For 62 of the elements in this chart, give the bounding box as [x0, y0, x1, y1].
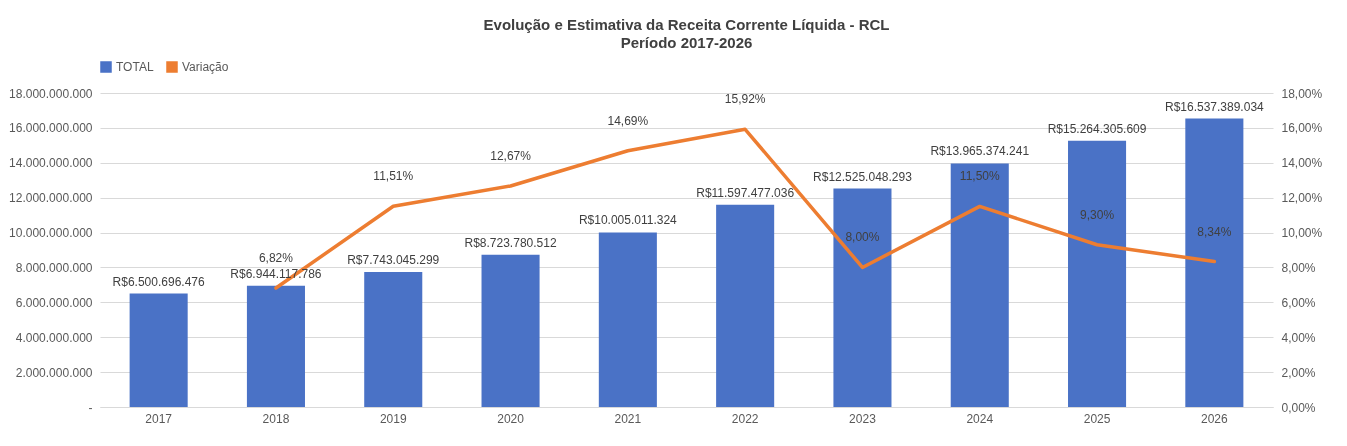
y-tick-label: 16.000.000.000 — [9, 121, 93, 136]
bar — [246, 285, 305, 407]
bar — [1068, 140, 1127, 407]
x-tick-label: 2026 — [1201, 411, 1229, 426]
y2-tick-label: 0,00% — [1281, 400, 1316, 415]
y-tick-label: 18.000.000.000 — [9, 86, 93, 101]
data-label: R$16.537.389.034 — [1164, 99, 1265, 114]
bar — [1185, 118, 1244, 407]
data-label: R$8.723.780.512 — [464, 235, 557, 250]
x-tick-label: 2019 — [379, 411, 407, 426]
data-label: 11,51% — [373, 169, 414, 184]
y-tick-label: 2.000.000.000 — [15, 365, 93, 380]
data-label: R$13.965.374.241 — [930, 144, 1030, 159]
bar — [833, 188, 892, 407]
data-label: 9,30% — [1080, 207, 1115, 222]
bar — [129, 293, 188, 407]
chart-subtitle: Período 2017-2026 — [620, 34, 753, 51]
y2-tick-label: 12,00% — [1281, 191, 1323, 206]
x-tick-label: 2025 — [1083, 411, 1111, 426]
bar — [716, 204, 775, 407]
bar — [598, 232, 657, 407]
x-tick-label: 2018 — [262, 411, 290, 426]
y2-tick-label: 4,00% — [1281, 330, 1316, 345]
y-tick-label: 14.000.000.000 — [9, 156, 93, 171]
y2-tick-label: 2,00% — [1281, 365, 1316, 380]
data-label: R$10.005.011.324 — [578, 213, 678, 228]
legend-label: Variação — [182, 60, 229, 74]
data-label: R$12.525.048.293 — [813, 169, 913, 184]
chart-title: Evolução e Estimativa da Receita Corrente Líquida - RCL — [483, 16, 890, 33]
y-tick-label: - — [88, 400, 93, 415]
data-label: 11,50% — [959, 169, 1000, 184]
bar — [364, 271, 423, 407]
x-tick-label: 2023 — [849, 411, 877, 426]
y-tick-label: 6.000.000.000 — [15, 295, 93, 310]
data-label: 12,67% — [490, 148, 532, 163]
data-label: 6,82% — [258, 251, 294, 266]
data-label: R$15.264.305.609 — [1047, 121, 1147, 136]
data-label: 8,34% — [1197, 224, 1232, 239]
data-label: R$6.500.696.476 — [112, 274, 206, 289]
data-label: 14,69% — [607, 113, 649, 128]
x-tick-label: 2021 — [614, 411, 642, 426]
y2-tick-label: 8,00% — [1281, 260, 1316, 275]
data-label: R$7.743.045.299 — [347, 252, 440, 267]
data-label: 15,92% — [724, 92, 766, 107]
y2-tick-label: 14,00% — [1281, 156, 1323, 171]
y2-tick-label: 16,00% — [1281, 121, 1323, 136]
y-tick-label: 10.000.000.000 — [9, 226, 93, 241]
y2-tick-label: 6,00% — [1281, 295, 1316, 310]
legend-label: TOTAL — [116, 60, 154, 74]
y2-tick-label: 18,00% — [1281, 86, 1323, 101]
data-label: 8,00% — [845, 230, 880, 245]
y-tick-label: 8.000.000.000 — [15, 260, 93, 275]
x-tick-label: 2017 — [145, 411, 173, 426]
bar — [950, 163, 1009, 407]
x-tick-label: 2020 — [497, 411, 525, 426]
x-tick-label: 2024 — [966, 411, 994, 426]
x-tick-label: 2022 — [731, 411, 759, 426]
y-tick-label: 12.000.000.000 — [9, 191, 93, 206]
y2-tick-label: 10,00% — [1281, 226, 1323, 241]
bar — [481, 254, 540, 407]
y-tick-label: 4.000.000.000 — [15, 330, 93, 345]
data-label: R$11.597.477.036 — [696, 185, 795, 200]
